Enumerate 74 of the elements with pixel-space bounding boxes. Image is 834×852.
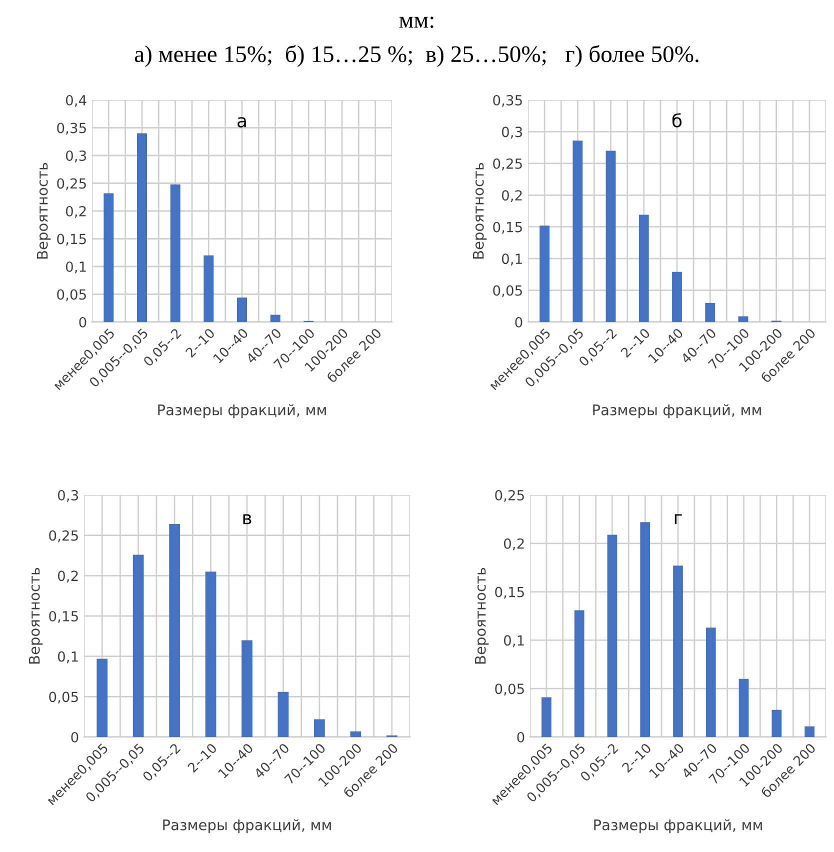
y-tick-label: 0,1: [58, 651, 78, 664]
bar: [574, 610, 584, 737]
y-axis-title: Вероятность: [474, 568, 489, 664]
y-tick-label: 0: [71, 732, 78, 742]
y-tick-label: 0,4: [66, 94, 86, 107]
bar: [673, 566, 683, 737]
y-tick-label: 0,2: [66, 206, 86, 218]
y-tick-label: 0,1: [504, 635, 524, 648]
y-axis-title: Вероятность: [36, 162, 51, 259]
bar: [270, 314, 280, 322]
bar: [205, 572, 216, 737]
bar: [96, 658, 108, 737]
text: а: [238, 117, 246, 128]
y-tick-label: 0,25: [495, 490, 524, 502]
y-tick-label: 0,15: [49, 610, 78, 623]
bar: [738, 316, 748, 322]
y-tick-label: 0,15: [495, 586, 524, 599]
bar: [772, 710, 782, 737]
bar: [738, 678, 749, 737]
y-tick-label: 0,05: [49, 692, 78, 704]
y-tick-label: 0,05: [493, 285, 522, 298]
y-tick-label: 0,35: [57, 122, 86, 135]
bar: [350, 731, 362, 737]
bar: [242, 640, 252, 737]
y-tick-label: 0: [515, 316, 522, 328]
y-tick-label: 0,2: [58, 570, 78, 583]
bar: [572, 140, 583, 322]
bar: [278, 692, 289, 737]
y-tick-label: 0,3: [58, 490, 78, 502]
y-tick-label: 0,05: [495, 684, 524, 696]
text: г: [674, 514, 682, 524]
y-tick-label: 0,15: [493, 222, 522, 234]
y-tick-label: 0,35: [493, 94, 522, 107]
x-axis-title: Размеры фракций, мм: [594, 819, 762, 834]
bar: [607, 534, 618, 737]
y-tick-label: 0: [79, 316, 86, 328]
y-tick-label: 0,2: [502, 190, 522, 202]
y-tick-label: 0,25: [493, 158, 522, 170]
y-axis-title: Вероятность: [472, 162, 487, 259]
y-tick-label: 0,15: [57, 234, 86, 246]
bar: [804, 726, 814, 737]
bar: [706, 628, 716, 737]
bar: [638, 214, 649, 322]
text: б: [672, 113, 682, 128]
bar: [132, 554, 144, 737]
y-tick-label: 0,25: [57, 178, 86, 190]
bar: [640, 522, 650, 737]
y-axis-title: Вероятность: [28, 568, 43, 664]
bar: [237, 298, 247, 322]
y-tick-label: 0: [517, 732, 524, 742]
bar: [705, 302, 716, 322]
y-tick-label: 0,2: [504, 538, 524, 550]
bar: [606, 150, 616, 322]
bar: [540, 226, 550, 322]
x-axis-title: Размеры фракций, мм: [158, 404, 326, 418]
y-tick-label: 0,3: [502, 126, 522, 139]
text: а) менее 15%; б) 15…25 %; в) 25…50%; г) более 50%.: [134, 45, 698, 67]
x-axis-title: Размеры фракций, мм: [163, 819, 331, 834]
y-tick-label: 0,25: [49, 530, 78, 542]
bar: [169, 524, 180, 737]
y-tick-label: 0,05: [57, 289, 86, 302]
text: в: [243, 514, 252, 524]
bar: [672, 272, 682, 322]
y-tick-label: 0,3: [66, 150, 86, 162]
y-tick-label: 0,1: [66, 261, 86, 274]
bar: [204, 255, 214, 322]
bar: [104, 193, 114, 322]
bar: [170, 184, 180, 322]
text: мм:: [399, 16, 434, 28]
bar: [137, 133, 147, 322]
bar: [314, 719, 325, 737]
x-axis-title: Размеры фракций, мм: [593, 404, 761, 418]
bar: [542, 697, 552, 737]
y-tick-label: 0,1: [502, 254, 522, 266]
